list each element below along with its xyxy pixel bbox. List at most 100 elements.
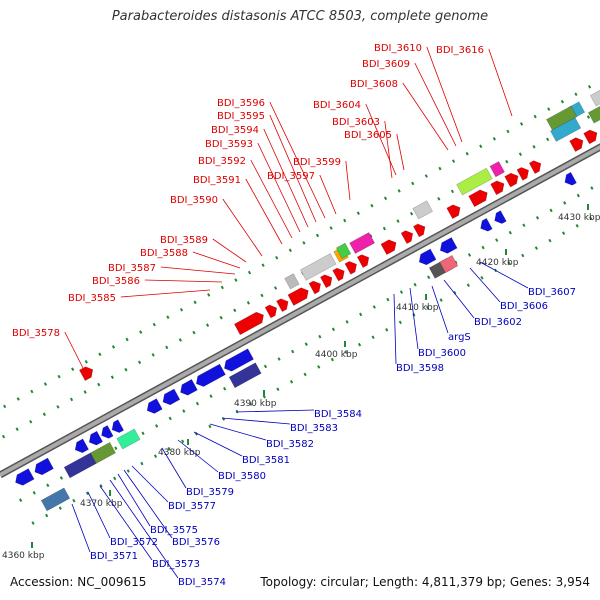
tick-mark bbox=[126, 469, 130, 473]
leader-line bbox=[365, 103, 397, 176]
gene-label-reverse[interactable]: BDI_3600 bbox=[418, 348, 466, 359]
forward-gene bbox=[456, 167, 493, 196]
leader-line bbox=[250, 159, 293, 239]
gene-label-reverse[interactable]: BDI_3577 bbox=[168, 501, 216, 512]
gene-label-forward[interactable]: BDI_3594 bbox=[211, 125, 259, 136]
gene-label-forward[interactable]: BDI_3592 bbox=[198, 156, 246, 167]
gene-label-forward[interactable]: BDI_3603 bbox=[332, 117, 380, 128]
forward-gene bbox=[308, 280, 321, 295]
gene-label-reverse[interactable]: BDI_3581 bbox=[242, 455, 290, 466]
gene-label-reverse[interactable]: BDI_3575 bbox=[150, 525, 198, 536]
tick-mark bbox=[124, 367, 128, 372]
forward-gene bbox=[412, 200, 433, 220]
tick-mark bbox=[507, 261, 511, 265]
gene-label-reverse[interactable]: BDI_3602 bbox=[474, 317, 522, 328]
gene-label-reverse[interactable]: BDI_3582 bbox=[266, 439, 314, 450]
gene-label-forward[interactable]: BDI_3591 bbox=[193, 175, 241, 186]
leader-line bbox=[479, 261, 529, 289]
gene-label-forward[interactable]: BDI_3589 bbox=[160, 235, 208, 246]
gene-label-reverse[interactable]: BDI_3572 bbox=[110, 537, 158, 548]
gene-label-forward[interactable]: BDI_3610 bbox=[374, 43, 422, 54]
gene-label-forward[interactable]: BDI_3593 bbox=[205, 139, 253, 150]
gene-label-reverse[interactable]: BDI_3606 bbox=[500, 301, 548, 312]
map-title: Parabacteroides distasonis ATCC 8503, co… bbox=[111, 9, 489, 24]
accession-text: Accession: NC_009615 bbox=[10, 575, 147, 589]
gene-label-forward[interactable]: BDI_3595 bbox=[217, 111, 265, 122]
tick-mark bbox=[303, 372, 307, 377]
tick-mark bbox=[182, 409, 186, 413]
gene-label-forward[interactable]: BDI_3587 bbox=[108, 263, 156, 274]
leader-line bbox=[393, 293, 397, 365]
tick-mark bbox=[195, 401, 200, 406]
leader-line bbox=[396, 133, 405, 171]
gene-label-forward[interactable]: BDI_3578 bbox=[12, 328, 60, 339]
tick-mark bbox=[220, 285, 224, 290]
gene-label-reverse[interactable]: BDI_3607 bbox=[528, 287, 576, 298]
tick-mark bbox=[304, 342, 308, 346]
tick-mark bbox=[399, 290, 404, 294]
gene-label-reverse[interactable]: BDI_3580 bbox=[218, 471, 266, 482]
gene-label-reverse[interactable]: BDI_3576 bbox=[172, 537, 220, 548]
tick-mark bbox=[205, 323, 210, 327]
leader-line bbox=[414, 62, 457, 147]
tick-mark bbox=[506, 129, 510, 134]
scale-label: 4410 kbp bbox=[396, 303, 439, 313]
tick-mark bbox=[575, 223, 579, 228]
tick-mark bbox=[141, 431, 145, 436]
tick-mark bbox=[427, 275, 431, 280]
gene-label-forward[interactable]: BDI_3597 bbox=[267, 171, 315, 182]
gene-label-forward[interactable]: BDI_3586 bbox=[92, 276, 140, 287]
tick-mark bbox=[83, 390, 87, 394]
gene-label-forward[interactable]: BDI_3590 bbox=[170, 195, 218, 206]
tick-mark bbox=[56, 405, 60, 409]
tick-mark bbox=[288, 248, 292, 253]
gene-label-forward[interactable]: BDI_3604 bbox=[313, 100, 361, 111]
tick-mark bbox=[356, 211, 360, 215]
reverse-gene bbox=[418, 248, 437, 266]
gene-label-reverse[interactable]: BDI_3574 bbox=[178, 577, 226, 588]
tick-mark bbox=[246, 301, 250, 305]
tick-mark bbox=[590, 186, 594, 190]
forward-gene bbox=[79, 366, 94, 382]
leader-line bbox=[469, 267, 501, 303]
tick-mark bbox=[465, 151, 469, 156]
leader-line bbox=[384, 120, 393, 179]
leader-line bbox=[192, 251, 241, 269]
tick-mark bbox=[114, 446, 118, 450]
gene-label-reverse[interactable]: BDI_3584 bbox=[314, 409, 362, 420]
gene-label-forward[interactable]: BDI_3616 bbox=[436, 45, 484, 56]
leader-line bbox=[431, 285, 449, 334]
gene-label-reverse[interactable]: BDI_3571 bbox=[90, 551, 138, 562]
gene-label-reverse[interactable]: argS bbox=[448, 332, 471, 343]
tick-mark bbox=[385, 328, 389, 332]
gene-label-reverse[interactable]: BDI_3598 bbox=[396, 363, 444, 374]
gene-labels: BDI_3578 BDI_3585 BDI_3586 BDI_3587 BDI_3588… bbox=[12, 43, 576, 588]
tick-mark bbox=[563, 201, 567, 205]
gene-label-reverse[interactable]: BDI_3583 bbox=[290, 423, 338, 434]
tick-mark bbox=[372, 305, 376, 309]
reverse-gene bbox=[195, 363, 226, 387]
scale-label: 4380 kbp bbox=[158, 448, 201, 458]
tick-mark bbox=[263, 364, 268, 369]
tick-mark bbox=[178, 338, 182, 342]
forward-gene bbox=[356, 254, 370, 268]
gene-label-forward[interactable]: BDI_3596 bbox=[217, 98, 265, 109]
gene-label-forward[interactable]: BDI_3609 bbox=[362, 59, 410, 70]
forward-gene bbox=[468, 189, 488, 208]
tick-mark bbox=[1, 434, 6, 439]
forward-gene bbox=[489, 161, 505, 178]
gene-label-forward[interactable]: BDI_3608 bbox=[350, 79, 398, 90]
gene-label-reverse[interactable]: BDI_3573 bbox=[152, 559, 200, 570]
gene-label-forward[interactable]: BDI_3599 bbox=[293, 157, 341, 168]
scale-labels: 4360 kbp 4370 kbp 4380 kbp 4390 kbp 4400 kbp… bbox=[2, 204, 600, 561]
tick-mark bbox=[42, 412, 46, 417]
reverse-gene bbox=[224, 348, 254, 372]
leader-line bbox=[235, 409, 315, 413]
leader-line bbox=[402, 82, 449, 151]
gene-label-forward[interactable]: BDI_3605 bbox=[344, 130, 392, 141]
forward-gene bbox=[490, 180, 505, 196]
gene-label-reverse[interactable]: BDI_3579 bbox=[186, 487, 234, 498]
gene-label-forward[interactable]: BDI_3585 bbox=[68, 293, 116, 304]
gene-label-forward[interactable]: BDI_3588 bbox=[140, 248, 188, 259]
forward-gene bbox=[319, 274, 333, 289]
